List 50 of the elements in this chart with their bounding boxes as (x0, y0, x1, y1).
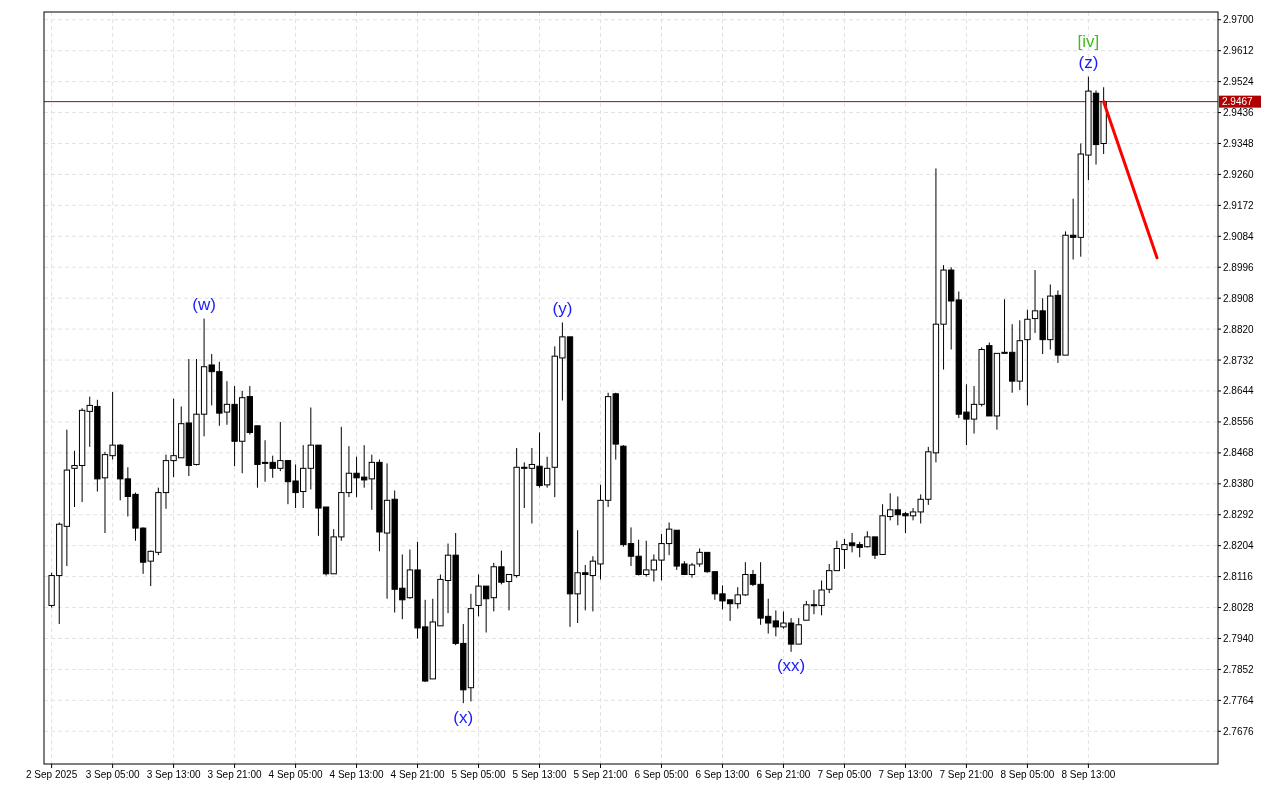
x-tick-label: 7 Sep 13:00 (878, 769, 933, 780)
y-tick-label: 2.8468 (1223, 447, 1255, 459)
x-tick-label: 6 Sep 05:00 (634, 769, 689, 780)
x-tick-label: 8 Sep 05:00 (1000, 769, 1055, 780)
y-tick-label: 2.9524 (1223, 76, 1255, 88)
annotation: (z) (1078, 53, 1099, 73)
y-tick-label: 2.9700 (1223, 14, 1255, 26)
annotation: (y) (552, 298, 573, 318)
x-tick-label: 8 Sep 13:00 (1061, 769, 1116, 780)
y-tick-label: 2.9436 (1223, 107, 1255, 119)
x-tick-label: 3 Sep 13:00 (146, 769, 201, 780)
y-tick-label: 2.8204 (1223, 540, 1255, 552)
y-tick-label: 2.8644 (1223, 385, 1255, 397)
x-tick-label: 4 Sep 21:00 (390, 769, 445, 780)
y-tick-label: 2.9084 (1223, 230, 1255, 242)
annotation: (xx) (776, 656, 806, 676)
y-tick-label: 2.8380 (1223, 478, 1255, 490)
y-tick-label: 2.7852 (1223, 663, 1255, 675)
x-tick-label: 7 Sep 21:00 (939, 769, 994, 780)
y-tick-label: 2.8820 (1223, 323, 1255, 335)
x-tick-label: 5 Sep 05:00 (451, 769, 506, 780)
y-tick-label: 2.7764 (1223, 694, 1255, 706)
x-tick-label: 2 Sep 2025 (26, 769, 78, 780)
y-tick-label: 2.8116 (1223, 571, 1254, 583)
candlestick (1024, 309, 1031, 406)
x-tick-label: 6 Sep 13:00 (695, 769, 750, 780)
x-tick-label: 6 Sep 21:00 (756, 769, 811, 780)
x-tick-label: 4 Sep 05:00 (268, 769, 323, 780)
y-tick-label: 2.7940 (1223, 632, 1255, 644)
x-tick-label: 4 Sep 13:00 (329, 769, 384, 780)
y-tick-label: 2.8292 (1223, 509, 1255, 521)
y-tick-label: 2.8732 (1223, 354, 1255, 366)
y-tick-label: 2.8028 (1223, 602, 1255, 614)
y-tick-label: 2.9348 (1223, 137, 1255, 149)
y-tick-label: 2.8908 (1223, 292, 1255, 304)
y-tick-label: 2.8996 (1223, 261, 1255, 273)
annotation: [iv] (1077, 32, 1100, 52)
y-tick-label: 2.9172 (1223, 199, 1255, 211)
ref-line-label: 2.9467 (1222, 96, 1254, 108)
y-tick-label: 2.8556 (1223, 416, 1255, 428)
annotation: (x) (453, 707, 474, 727)
y-tick-label: 2.9612 (1223, 45, 1255, 57)
x-tick-label: 3 Sep 05:00 (85, 769, 141, 780)
x-tick-label: 5 Sep 21:00 (573, 769, 628, 780)
y-tick-label: 2.7676 (1223, 725, 1255, 737)
y-tick-label: 2.9260 (1223, 168, 1255, 180)
annotation: (w) (192, 295, 216, 315)
x-tick-label: 7 Sep 05:00 (817, 769, 872, 780)
x-tick-label: 5 Sep 13:00 (512, 769, 567, 780)
x-tick-label: 3 Sep 21:00 (207, 769, 262, 780)
